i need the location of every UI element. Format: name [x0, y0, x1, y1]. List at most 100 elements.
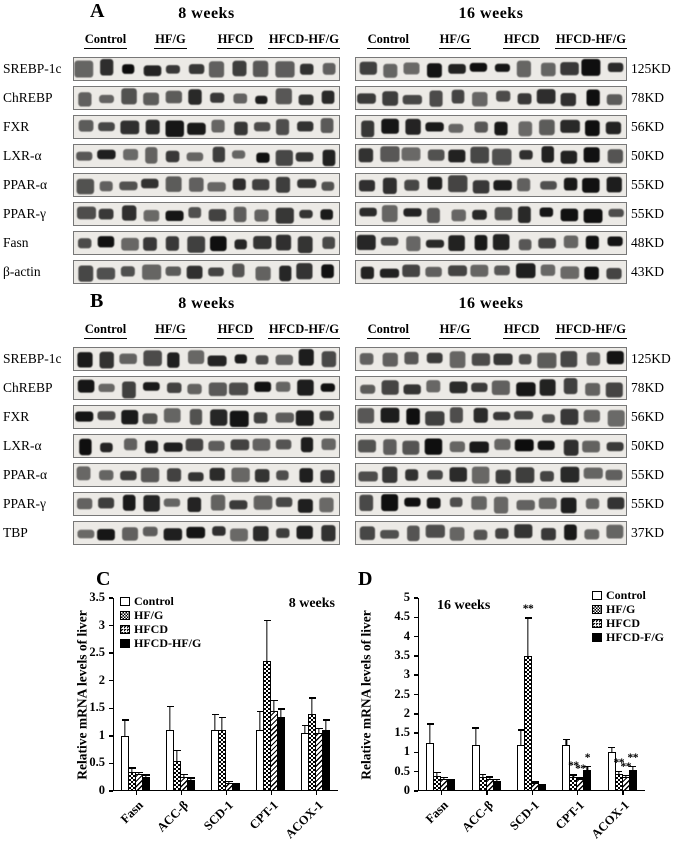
bar-HFCD-HF/G-CPT-1 [277, 716, 285, 791]
blot-strip-left [73, 260, 340, 284]
x-tick [270, 791, 272, 795]
x-tick [135, 791, 137, 795]
protein-label: ChREBP [3, 380, 53, 395]
legend-label: HFCD [606, 616, 640, 630]
legend-item-HF/G: HF/G [592, 602, 664, 616]
molecular-weight-label: 78KD [631, 380, 664, 395]
y-tick-label: 3 [403, 667, 410, 682]
blot-strip-left [73, 86, 340, 110]
blot-strip-right [355, 57, 627, 81]
error-bar [218, 716, 226, 731]
error-bar [517, 729, 525, 745]
blot-bands [358, 466, 623, 484]
y-tick [109, 735, 113, 737]
blot-row-PPAR-γ: PPAR-γ 55KD [0, 202, 685, 226]
protein-label: LXR-α [3, 438, 42, 453]
significance-marker: * [584, 751, 591, 764]
group-label-HF/G: HF/G [422, 32, 489, 53]
error-bar [225, 780, 233, 783]
blot-strip-right [355, 347, 627, 371]
molecular-weight-label: 125KD [631, 351, 671, 366]
y-tick [414, 770, 418, 773]
y-tick-label: 0.5 [394, 763, 410, 778]
x-tick [576, 791, 579, 795]
blot-strip-left [73, 115, 340, 139]
y-tick [109, 707, 113, 710]
blot-bands [361, 118, 622, 138]
y-tick-label: 3.5 [394, 647, 410, 662]
y-tick [414, 635, 418, 638]
protein-label: LXR-α [3, 148, 42, 163]
legend: Control HF/G HFCD HFCD-F/G [592, 588, 664, 645]
panel-b-label: B [90, 290, 104, 312]
legend-label: HFCD-HF/G [134, 636, 202, 650]
legend-swatch [120, 639, 130, 648]
legend-item-HFCD-F/G: HFCD-F/G [592, 630, 664, 644]
blot-bands [359, 494, 625, 514]
blot-strip-left [73, 521, 340, 545]
error-bar [538, 783, 546, 786]
molecular-weight-label: 125KD [631, 61, 671, 76]
chart-title: 8 weeks [288, 596, 335, 611]
legend-swatch [592, 633, 602, 642]
bar-HFCD-HF/G-Fasn [142, 777, 150, 791]
blot-strip-right [355, 463, 627, 487]
y-tick-label: 5 [403, 590, 410, 604]
molecular-weight-label: 78KD [631, 90, 664, 105]
error-bar [629, 765, 637, 770]
y-tick-label: 3 [98, 617, 105, 632]
legend-swatch [120, 597, 130, 606]
blot-row-LXR-α: LXR-α 50KD [0, 144, 685, 168]
molecular-weight-label: 43KD [631, 264, 664, 279]
panel-c-label: C [96, 568, 111, 590]
error-bar [121, 719, 129, 736]
y-tick-label: 4.5 [394, 609, 410, 624]
y-tick [109, 679, 113, 682]
group-label-HF/G: HF/G [138, 322, 203, 343]
blot-row-SREBP-1c: SREBP-1c 125KD [0, 347, 685, 371]
blot-strip-right [355, 434, 627, 458]
blot-bands [75, 408, 334, 427]
y-tick [414, 597, 418, 599]
blot-bands [77, 525, 336, 542]
group-label-HFCD-HF/G: HFCD-HF/G [554, 32, 628, 53]
protein-label: PPAR-γ [3, 496, 46, 511]
molecular-weight-label: 56KD [631, 409, 664, 424]
y-tick [109, 790, 113, 792]
blot-strip-left [73, 434, 340, 458]
panel-c-bar-chart: C 0 0.5 1 1.5 2 2.5 3 3.5 Relative mRNA levels o… [0, 566, 345, 852]
blot-bands [359, 59, 624, 78]
blot-strip-right [355, 492, 627, 516]
error-bar [562, 738, 570, 745]
blot-strip-left [73, 202, 340, 226]
chart-title: 16 weeks [437, 598, 491, 613]
panel-a-group-labels-right: Control HF/G HFCD HFCD-HF/G [355, 32, 628, 53]
legend-item-HF/G: HF/G [120, 608, 201, 622]
legend-label: HF/G [606, 602, 636, 616]
error-bar [479, 773, 487, 778]
group-label-Control: Control [355, 32, 422, 53]
panel-b-group-labels-right: Control HF/G HFCD HFCD-HF/G [355, 322, 628, 343]
error-bar [472, 727, 480, 745]
panel-a-group-labels-left: Control HF/G HFCD HFCD-HF/G [73, 32, 340, 53]
x-tick [180, 791, 182, 795]
error-bar [166, 705, 174, 731]
blot-strip-left [73, 173, 340, 197]
blot-row-ChREBP: ChREBP 78KD [0, 376, 685, 400]
protein-label: Fasn [3, 235, 29, 250]
blot-bands [76, 146, 336, 167]
y-axis-label: Relative mRNA levels of liver [74, 609, 89, 780]
legend-label: HF/G [134, 608, 164, 622]
blot-strip-right [355, 115, 627, 139]
panel-a-left-week-header: 8 weeks [178, 5, 235, 22]
blot-bands [77, 205, 333, 224]
group-label-HFCD-HF/G: HFCD-HF/G [267, 322, 340, 343]
panel-a-western-blots: A 8 weeks 16 weeks Control HF/G HFCD HFCD-H… [0, 0, 685, 289]
panel-d-bar-chart: D 0 0.5 1 1.5 2 2.5 3 3.5 4 4.5 5 Relative mRNA lev… [345, 566, 685, 852]
error-bar [524, 617, 532, 656]
error-bar [486, 776, 494, 780]
legend: Control HF/G HFCD HFCD-HF/G [120, 594, 202, 651]
y-tick-label: 0 [403, 783, 410, 797]
chart-16-weeks: 0 0.5 1 1.5 2 2.5 3 3.5 4 4.5 5 Relative mRNA level… [345, 566, 685, 852]
bar-HFCD-F/G-ACC-β [492, 781, 501, 791]
